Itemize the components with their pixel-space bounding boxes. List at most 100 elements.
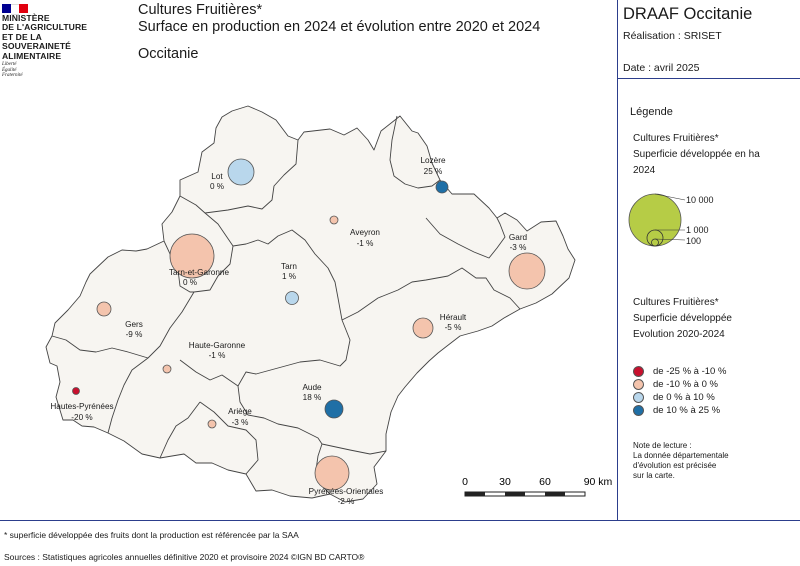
circle-gers <box>96 301 112 317</box>
label-change: -20 % <box>71 413 92 422</box>
legend-swatch <box>633 392 644 403</box>
ministry-line: MINISTÈRE <box>2 13 50 23</box>
motto-line: Fraternité <box>2 73 23 79</box>
department-border <box>232 229 343 321</box>
label-name: Lozère <box>420 156 445 165</box>
size-legend-title: Cultures Fruitières* Superficie développ… <box>633 131 760 179</box>
title-line-2: Surface en production en 2024 et évoluti… <box>138 19 541 35</box>
title-line-1: Cultures Fruitières* <box>138 2 263 18</box>
note-line: d'évolution est précisée <box>633 461 717 470</box>
size-circle-10000 <box>628 193 682 247</box>
department-border <box>199 401 259 475</box>
legend-line: Cultures Fruitières* <box>633 133 719 144</box>
label-name: Tarn-et-Garonne <box>169 268 230 277</box>
circle-haute-garonne <box>162 364 172 374</box>
scale-tick-label: 0 <box>462 476 468 488</box>
region-outline <box>45 105 576 503</box>
label-change: -1 % <box>357 239 374 248</box>
size-label: 10 000 <box>686 195 714 205</box>
motto-line: Liberté <box>2 62 17 67</box>
label-change: 0 % <box>183 278 197 287</box>
legend-line: 2024 <box>633 165 656 176</box>
legend-class-label: de -25 % à -10 % <box>653 366 727 377</box>
legend-swatch <box>633 379 644 390</box>
circle-lot <box>227 158 255 186</box>
label-name: Gers <box>125 320 143 329</box>
legend-class-label: de 10 % à 25 % <box>653 405 721 416</box>
legend-line: Evolution 2020-2024 <box>633 329 725 340</box>
label-name: Aude <box>302 383 322 392</box>
republic-motto: Liberté Égalité Fraternité <box>2 62 23 79</box>
department-border <box>341 267 521 321</box>
department-border <box>204 139 299 214</box>
department-shapes <box>45 105 576 503</box>
ministry-line: DE L'AGRICULTURE <box>2 22 88 33</box>
note-line: La donnée départementale <box>633 451 729 460</box>
ministry-name: MINISTÈRE DE L'AGRICULTURE ET DE LA SOUV… <box>2 13 110 61</box>
size-label: 100 <box>686 236 702 246</box>
label-change: 1 % <box>282 272 296 281</box>
label-change: -2 % <box>338 497 355 506</box>
label-name: Hautes-Pyrénées <box>50 402 113 411</box>
legend-class: de -25 % à -10 % <box>633 366 726 377</box>
frame-divider <box>617 0 618 520</box>
label-name: Tarn <box>281 262 297 271</box>
legend-swatch <box>633 366 644 377</box>
label-name: Pyrénées-Orientales <box>309 487 384 496</box>
label-change: 18 % <box>303 393 322 402</box>
scale-tick-label: 90 km <box>584 476 613 488</box>
legend-class-label: de -10 % à 0 % <box>653 379 718 390</box>
label-change: -9 % <box>126 330 143 339</box>
legend-class: de -10 % à 0 % <box>633 379 718 390</box>
circle-tarn <box>285 291 299 305</box>
motto-line: Égalité <box>2 67 17 73</box>
department-border <box>237 319 387 455</box>
symbols <box>72 158 546 491</box>
label-name: Haute-Garonne <box>189 341 246 350</box>
label-name: Aveyron <box>350 228 380 237</box>
french-flag-icon <box>2 4 29 15</box>
realisation: Réalisation : SRISET <box>623 30 722 42</box>
circle-hautes-pyrenees <box>72 387 80 395</box>
circle-aude <box>324 399 344 419</box>
circle-ariege <box>207 419 217 429</box>
label-change: -3 % <box>510 243 527 252</box>
label-name: Gard <box>509 233 528 242</box>
footnote: * superficie développée des fruits dont … <box>4 530 299 540</box>
legend-class-label: de 0 % à 10 % <box>653 392 715 403</box>
label-name: Hérault <box>440 313 467 322</box>
department-border <box>179 359 239 387</box>
circle-lozere <box>435 180 449 194</box>
frame-divider <box>617 78 800 79</box>
legend-class: de 0 % à 10 % <box>633 392 715 403</box>
label-change: 0 % <box>210 182 224 191</box>
legend-line: Cultures Fruitières* <box>633 297 719 308</box>
scale-tick-label: 60 <box>539 476 551 488</box>
frame-divider <box>0 520 800 521</box>
circle-gard <box>508 252 546 290</box>
org-name: DRAAF Occitanie <box>623 5 753 23</box>
legend-title: Légende <box>630 106 673 118</box>
legend-line: Superficie développée en ha <box>633 149 760 160</box>
label-change: -5 % <box>445 323 462 332</box>
note-line: Note de lecture : <box>633 441 692 450</box>
circle-aveyron <box>329 215 339 225</box>
region-name: Occitanie <box>138 46 199 62</box>
note-line: sur la carte. <box>633 471 675 480</box>
ministry-line: ET DE LA SOUVERAINETÉ <box>2 31 72 52</box>
color-legend-title: Cultures Fruitières* Superficie développ… <box>633 295 732 343</box>
sources: Sources : Statistiques agricoles annuell… <box>4 552 365 562</box>
legend-line: Superficie développée <box>633 313 732 324</box>
label-name: Ariège <box>228 407 252 416</box>
department-border <box>389 115 441 189</box>
label-change: -1 % <box>209 351 226 360</box>
map-title: Cultures Fruitières* Surface en producti… <box>138 2 540 36</box>
size-legend-symbols <box>628 193 686 247</box>
occitanie-map: Lot 0 % Lozère 25 % Aveyron -1 % Gard -3… <box>45 105 613 506</box>
department-border <box>51 335 149 359</box>
size-label: 1 000 <box>686 225 709 235</box>
legend-swatch <box>633 405 644 416</box>
date: Date : avril 2025 <box>623 62 700 74</box>
scale-bar: 0 30 60 90 km <box>462 476 613 497</box>
circle-herault <box>412 317 434 339</box>
